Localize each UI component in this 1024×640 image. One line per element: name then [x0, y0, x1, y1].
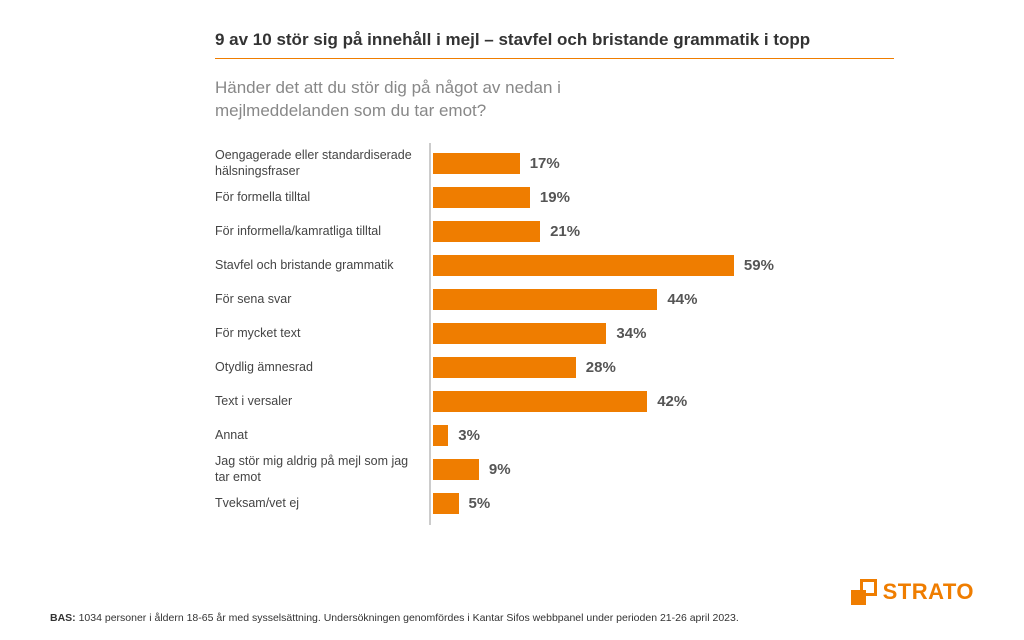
logo-mark-icon — [851, 579, 877, 605]
bar — [433, 255, 734, 276]
bar-value: 17% — [530, 155, 560, 172]
chart-row: För sena svar 44% — [215, 283, 974, 317]
bar-value: 3% — [458, 427, 480, 444]
chart-row: För formella tilltal 19% — [215, 181, 974, 215]
footer-prefix: BAS: — [50, 612, 76, 624]
bar-wrap: 9% — [425, 459, 974, 480]
bar — [433, 391, 647, 412]
chart-row: Otydlig ämnesrad 28% — [215, 351, 974, 385]
brand-logo: STRATO — [851, 579, 974, 605]
bar-wrap: 59% — [425, 255, 974, 276]
chart-row: För informella/kamratliga tilltal 21% — [215, 215, 974, 249]
chart-row: Jag stör mig aldrig på mejl som jag tar … — [215, 453, 974, 487]
chart-row: Text i versaler 42% — [215, 385, 974, 419]
bar-label: Annat — [215, 428, 425, 444]
bar-value: 21% — [550, 223, 580, 240]
bar-value: 44% — [667, 291, 697, 308]
bar-value: 59% — [744, 257, 774, 274]
bar — [433, 459, 479, 480]
bar-label: För sena svar — [215, 292, 425, 308]
bar — [433, 357, 576, 378]
bar-label: Text i versaler — [215, 394, 425, 410]
bar-label: För informella/kamratliga tilltal — [215, 224, 425, 240]
chart-title: 9 av 10 stör sig på innehåll i mejl – st… — [215, 30, 894, 59]
bar-wrap: 3% — [425, 425, 974, 446]
bar — [433, 221, 540, 242]
chart-row: Tveksam/vet ej 5% — [215, 487, 974, 521]
chart-subtitle: Händer det att du stör dig på något av n… — [215, 77, 615, 123]
bar-wrap: 34% — [425, 323, 974, 344]
bar-wrap: 44% — [425, 289, 974, 310]
bar — [433, 187, 530, 208]
chart-row: För mycket text 34% — [215, 317, 974, 351]
bar — [433, 153, 520, 174]
footer-text: 1034 personer i åldern 18-65 år med syss… — [76, 612, 739, 624]
logo-text: STRATO — [883, 579, 974, 605]
bar-wrap: 5% — [425, 493, 974, 514]
bar-label: Oengagerade eller standardiserade hälsni… — [215, 148, 425, 179]
bar-wrap: 42% — [425, 391, 974, 412]
bar-label: För formella tilltal — [215, 190, 425, 206]
bar-label: Jag stör mig aldrig på mejl som jag tar … — [215, 454, 425, 485]
bar-chart: Oengagerade eller standardiserade hälsni… — [215, 147, 974, 521]
bar-label: Otydlig ämnesrad — [215, 360, 425, 376]
bar-value: 9% — [489, 461, 511, 478]
bar-wrap: 28% — [425, 357, 974, 378]
bar-label: För mycket text — [215, 326, 425, 342]
bar-wrap: 17% — [425, 153, 974, 174]
footer-note: BAS: 1034 personer i åldern 18-65 år med… — [50, 612, 739, 624]
bar-value: 42% — [657, 393, 687, 410]
bar-wrap: 21% — [425, 221, 974, 242]
bar — [433, 425, 448, 446]
bar-label: Tveksam/vet ej — [215, 496, 425, 512]
bar-value: 5% — [469, 495, 491, 512]
chart-row: Annat 3% — [215, 419, 974, 453]
bar — [433, 493, 459, 514]
chart-row: Oengagerade eller standardiserade hälsni… — [215, 147, 974, 181]
chart-row: Stavfel och bristande grammatik 59% — [215, 249, 974, 283]
bar — [433, 323, 606, 344]
bar-wrap: 19% — [425, 187, 974, 208]
bar-value: 34% — [616, 325, 646, 342]
bar-label: Stavfel och bristande grammatik — [215, 258, 425, 274]
bar-value: 28% — [586, 359, 616, 376]
bar-value: 19% — [540, 189, 570, 206]
bar — [433, 289, 657, 310]
